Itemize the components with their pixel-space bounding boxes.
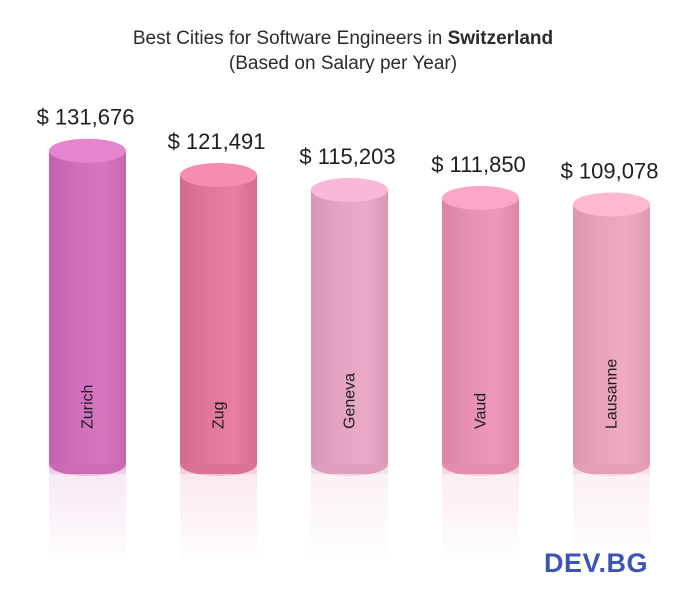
bars-group bbox=[49, 138, 650, 476]
category-label: Zurich bbox=[80, 385, 97, 429]
title-line: Best Cities for Software Engineers in Sw… bbox=[0, 26, 686, 51]
floor-fade bbox=[0, 474, 686, 614]
bar-top bbox=[573, 192, 650, 217]
bar-zurich bbox=[49, 138, 126, 476]
value-label: $ 131,676 bbox=[37, 105, 135, 130]
devbg-logo: DEV.BG bbox=[543, 548, 648, 578]
value-label: $ 111,850 bbox=[431, 152, 526, 177]
category-label: Zug bbox=[211, 401, 228, 429]
bar-top bbox=[180, 162, 257, 187]
bar-body bbox=[442, 197, 519, 464]
chart-title: Best Cities for Software Engineers in Sw… bbox=[0, 26, 686, 76]
bar-top bbox=[311, 177, 388, 202]
bar-vaud bbox=[442, 185, 519, 476]
bar-body bbox=[49, 150, 126, 464]
title-emphasis: Switzerland bbox=[447, 28, 554, 49]
category-label: Lausanne bbox=[604, 359, 621, 429]
bar-body bbox=[180, 174, 257, 465]
value-label: $ 115,203 bbox=[299, 144, 395, 169]
title-prefix: Best Cities for Software Engineers in bbox=[132, 28, 448, 49]
value-label: $ 121,491 bbox=[168, 129, 266, 154]
value-label: $ 109,078 bbox=[561, 159, 659, 184]
bar-top bbox=[49, 138, 126, 163]
bar-body bbox=[573, 204, 650, 465]
bar-lausanne bbox=[573, 192, 650, 476]
bar-zug bbox=[180, 162, 257, 476]
labels-group: $ 131,676 Zurich $ 121,491 Zug $ 115,203 Gene… bbox=[37, 105, 659, 429]
category-label: Vaud bbox=[473, 393, 490, 429]
bar-top bbox=[442, 185, 519, 210]
bar-geneva bbox=[311, 177, 388, 476]
category-label: Geneva bbox=[342, 373, 359, 429]
chart-subtitle: (Based on Salary per Year) bbox=[228, 53, 458, 74]
bar-body bbox=[311, 189, 388, 464]
